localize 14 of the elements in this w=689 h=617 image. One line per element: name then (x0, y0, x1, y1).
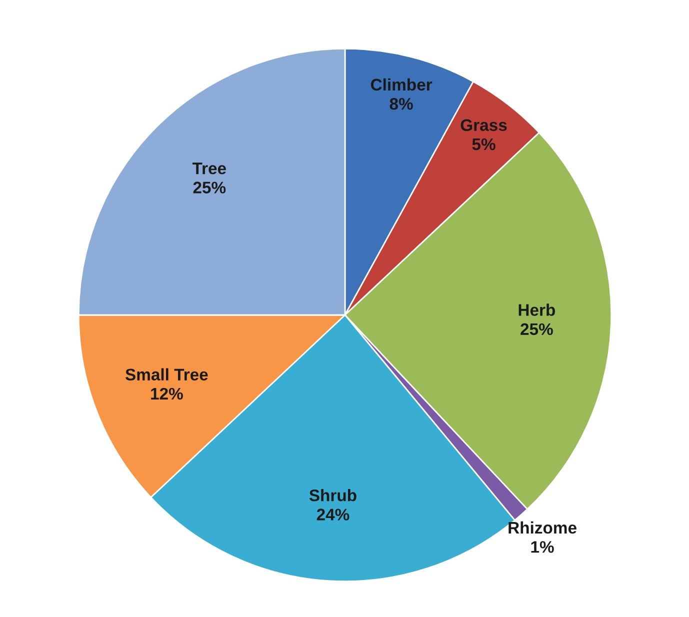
slice-label: Tree (192, 162, 226, 174)
data-label: 5% (472, 138, 496, 150)
slice-label: Small Tree (125, 368, 208, 380)
slice-label: Grass (460, 119, 507, 131)
data-label: 25% (193, 182, 226, 194)
slice-label: Shrub (309, 489, 356, 502)
data-label: 12% (151, 388, 183, 400)
data-label: 8% (390, 98, 413, 110)
slice-label: Climber (370, 78, 432, 91)
slice-label: Rhizome (508, 521, 576, 534)
data-label: 1% (531, 541, 554, 553)
data-label: 24% (316, 508, 350, 520)
slice-label: Herb (518, 304, 555, 316)
data-label: 25% (520, 323, 553, 336)
